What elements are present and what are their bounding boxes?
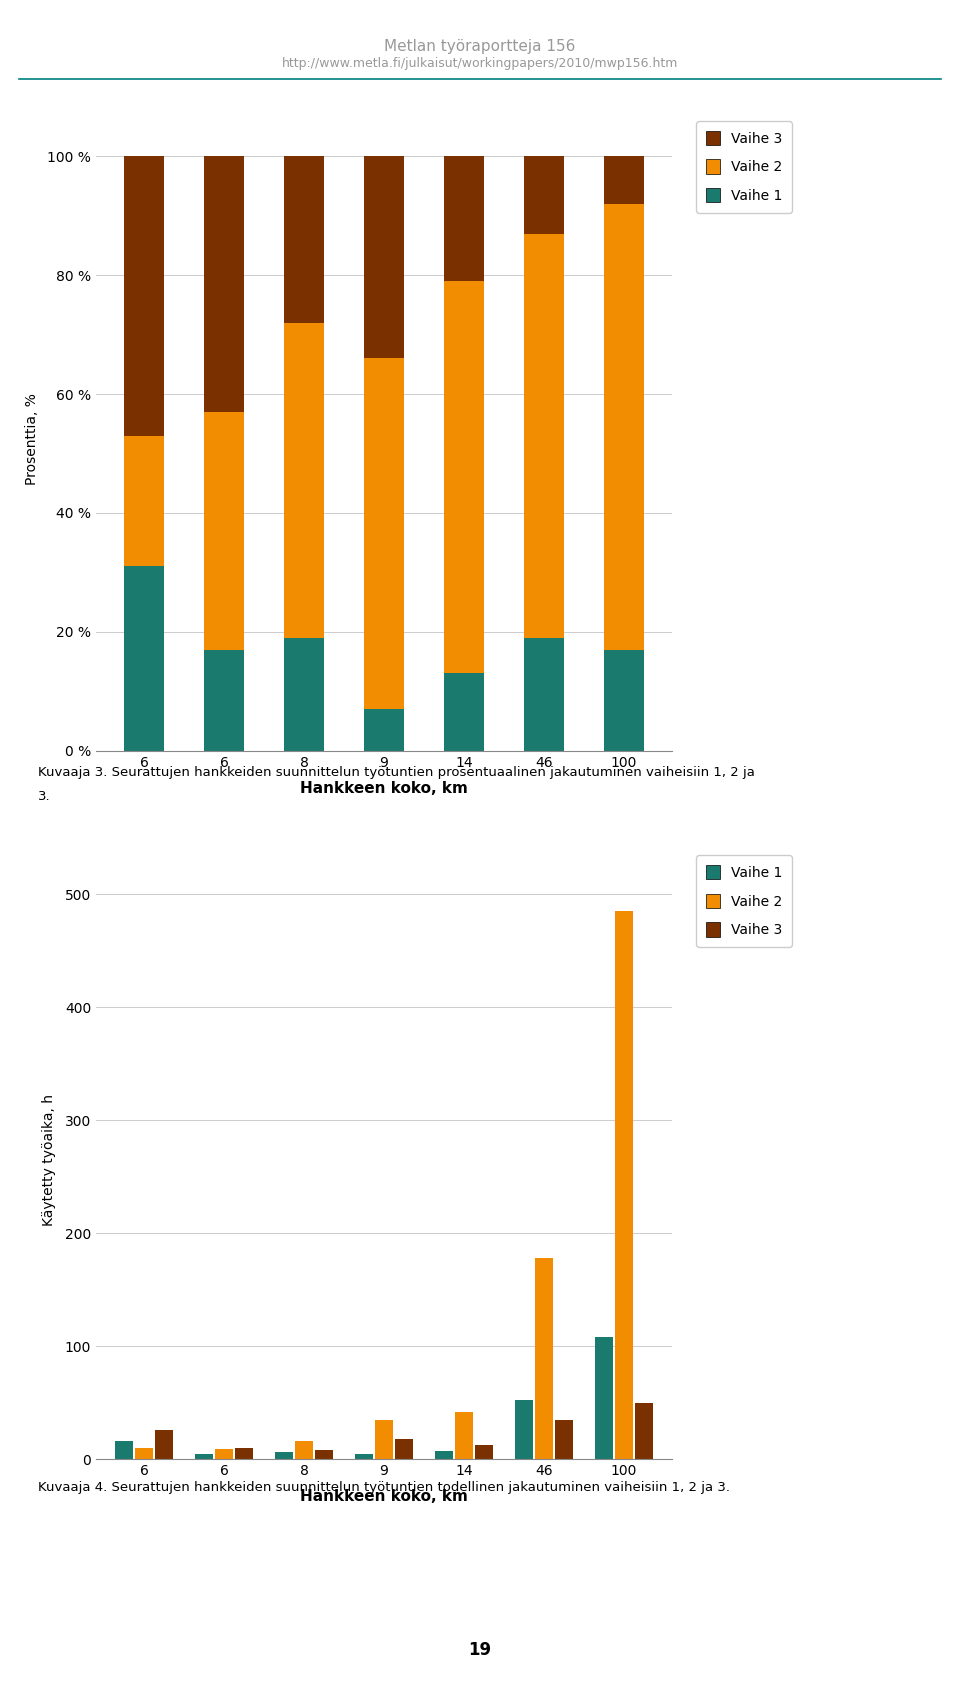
Bar	[355, 1454, 373, 1459]
Bar	[284, 638, 324, 751]
Bar	[124, 567, 164, 751]
Text: Kuvaaja 3. Seurattujen hankkeiden suunnittelun työtuntien prosentuaalinen jakaut: Kuvaaja 3. Seurattujen hankkeiden suunni…	[38, 766, 756, 779]
Bar	[444, 282, 484, 673]
Legend: Vaihe 3, Vaihe 2, Vaihe 1: Vaihe 3, Vaihe 2, Vaihe 1	[696, 121, 792, 213]
X-axis label: Hankkeen koko, km: Hankkeen koko, km	[300, 781, 468, 796]
Bar	[215, 1449, 233, 1459]
Bar	[374, 1420, 394, 1459]
Bar	[364, 709, 404, 751]
Bar	[595, 1338, 613, 1459]
Bar	[395, 1439, 413, 1459]
Bar	[195, 1454, 213, 1459]
Bar	[524, 233, 564, 638]
Legend: Vaihe 1, Vaihe 2, Vaihe 3: Vaihe 1, Vaihe 2, Vaihe 3	[696, 855, 792, 946]
Bar	[364, 157, 404, 358]
Bar	[524, 638, 564, 751]
Bar	[115, 1441, 133, 1459]
Bar	[295, 1441, 313, 1459]
Bar	[604, 204, 644, 649]
Bar	[155, 1431, 173, 1459]
Bar	[124, 157, 164, 435]
Bar	[604, 649, 644, 751]
Bar	[134, 1447, 154, 1459]
Bar	[204, 649, 244, 751]
Bar	[475, 1444, 493, 1459]
Y-axis label: Käytetty työaika, h: Käytetty työaika, h	[42, 1093, 57, 1226]
Bar	[524, 157, 564, 233]
Bar	[435, 1451, 453, 1459]
Bar	[315, 1451, 333, 1459]
Bar	[535, 1259, 553, 1459]
Text: Metlan työraportteja 156: Metlan työraportteja 156	[384, 39, 576, 54]
Text: http://www.metla.fi/julkaisut/workingpapers/2010/mwp156.htm: http://www.metla.fi/julkaisut/workingpap…	[282, 57, 678, 71]
Bar	[235, 1447, 253, 1459]
Bar	[635, 1404, 653, 1459]
Bar	[275, 1453, 293, 1459]
Bar	[284, 157, 324, 322]
Bar	[604, 157, 644, 204]
Bar	[555, 1420, 573, 1459]
Y-axis label: Prosenttia, %: Prosenttia, %	[25, 393, 39, 484]
Bar	[444, 157, 484, 282]
Bar	[284, 322, 324, 638]
Bar	[444, 673, 484, 751]
Text: 3.: 3.	[38, 790, 51, 803]
Bar	[614, 911, 634, 1459]
Bar	[455, 1412, 473, 1459]
Bar	[204, 157, 244, 412]
Bar	[124, 435, 164, 567]
Bar	[364, 358, 404, 709]
Text: Kuvaaja 4. Seurattujen hankkeiden suunnittelun työtuntien todellinen jakautumine: Kuvaaja 4. Seurattujen hankkeiden suunni…	[38, 1481, 731, 1495]
Bar	[204, 412, 244, 649]
X-axis label: Hankkeen koko, km: Hankkeen koko, km	[300, 1490, 468, 1505]
Bar	[515, 1400, 533, 1459]
Text: 19: 19	[468, 1641, 492, 1658]
